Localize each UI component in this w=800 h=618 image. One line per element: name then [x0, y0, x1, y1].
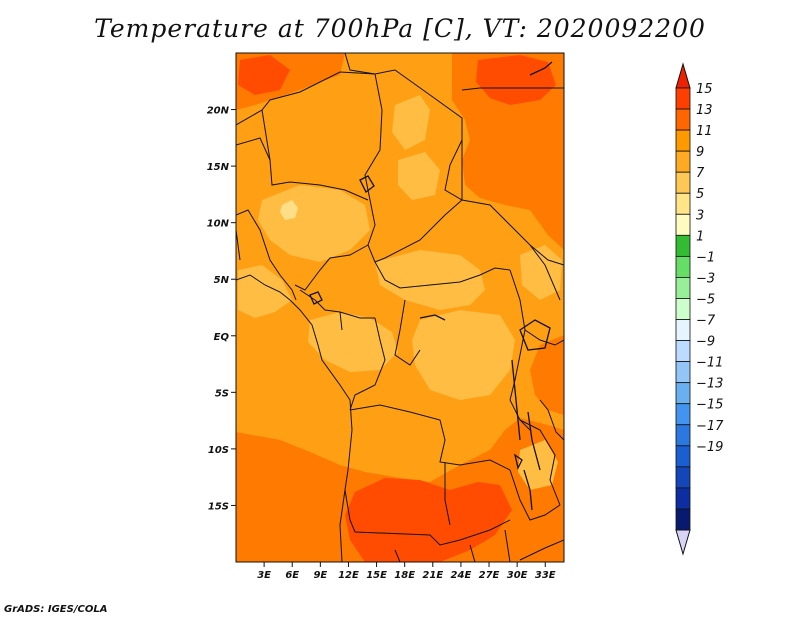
colorbar-label: −17 [696, 419, 724, 434]
colorbar-swatch [675, 403, 691, 426]
colorbar-label: 1 [696, 229, 704, 244]
colorbar-swatch [675, 508, 691, 531]
colorbar-label: −3 [696, 271, 715, 286]
lon-tick-label: 3E [257, 570, 271, 581]
map-title: Temperature at 700hPa [C], VT: 202009220… [94, 14, 706, 43]
colorbar-swatch [675, 192, 691, 215]
colorbar-label: 5 [696, 187, 704, 202]
colorbar-swatch [675, 466, 691, 489]
lat-tick-label: EQ [214, 332, 230, 343]
cool-zone-chad [398, 152, 440, 200]
lon-tick-label: 33E [535, 570, 556, 581]
lat-tick-label: 5S [215, 388, 229, 399]
coolest-zone-jos-plateau [280, 200, 298, 220]
lakes [309, 61, 553, 511]
lon-tick-label: 9E [313, 570, 327, 581]
colorbar-swatch [675, 213, 691, 236]
colorbar-swatch [675, 129, 691, 152]
colorbar: 15 13 11 9 7 5 3 1 −1 −3 −5 −7 −9 −11 −13 −15 −17 −19 [675, 62, 724, 556]
colorbar-label: 15 [696, 82, 713, 97]
lon-tick-label: 6E [285, 570, 299, 581]
colorbar-swatch [675, 298, 691, 320]
colorbar-label: 9 [696, 145, 704, 160]
colorbar-label: −5 [696, 292, 715, 307]
colorbar-label: 3 [696, 208, 704, 223]
colorbar-label: 7 [696, 166, 705, 181]
lon-tick-label: 12E [338, 570, 359, 581]
colorbar-label: −13 [696, 377, 723, 392]
country-borders [236, 53, 564, 562]
colorbar-swatch [675, 340, 691, 363]
colorbar-swatch [675, 445, 691, 468]
lat-tick-label: 10S [208, 445, 229, 456]
colorbar-label: −7 [696, 314, 716, 329]
cool-zone-gabon [308, 312, 398, 372]
latitude-axis: 20N 15N 10N 5N EQ 5S 10S 15S [207, 106, 236, 512]
lat-tick-label: 15S [208, 501, 229, 512]
colorbar-swatch [675, 487, 691, 510]
colorbar-label: 13 [696, 103, 713, 118]
hot-zone-southern-angola [345, 478, 512, 562]
colorbar-swatch [675, 171, 691, 194]
colorbar-label: 11 [696, 124, 713, 139]
colorbar-swatch [675, 361, 691, 384]
cool-zone-west-coast [238, 265, 292, 318]
colorbar-swatch [675, 234, 691, 257]
cool-zone-central-africa [375, 250, 485, 310]
cool-zone-sudan [392, 95, 430, 150]
colorbar-label: −19 [696, 440, 723, 455]
lat-tick-label: 15N [207, 162, 230, 173]
lat-tick-label: 20N [207, 106, 230, 117]
colorbar-swatch [675, 277, 691, 299]
lon-tick-label: 30E [507, 570, 528, 581]
temperature-field [236, 53, 564, 562]
lat-tick-label: 5N [214, 275, 230, 286]
map-frame [235, 52, 565, 563]
lon-tick-label: 21E [422, 570, 443, 581]
colorbar-label: −1 [696, 250, 715, 265]
colorbar-swatch [675, 319, 691, 341]
warm-zone-northeast [452, 53, 564, 250]
colorbar-swatch [675, 87, 691, 110]
hot-zone-northwest [238, 55, 290, 95]
colorbar-swatch [675, 150, 691, 173]
cool-zone-congo-basin [412, 310, 515, 400]
lon-tick-label: 15E [366, 570, 387, 581]
lon-tick-label: 18E [394, 570, 415, 581]
warm-zone-east-coast [530, 335, 564, 415]
colorbar-swatch [675, 255, 691, 278]
cool-zone-east-africa [520, 245, 562, 300]
colorbar-label: −15 [696, 398, 723, 413]
colorbar-label: −9 [696, 335, 715, 350]
hot-zone-northeast [476, 55, 556, 105]
colorbar-swatch [675, 424, 691, 447]
colorbar-bottom-arrow [675, 529, 691, 556]
colorbar-swatch [675, 382, 691, 405]
grads-credit: GrADS: IGES/COLA [4, 604, 108, 615]
lon-tick-label: 24E [451, 570, 472, 581]
colorbar-top-arrow [675, 62, 691, 89]
colorbar-label: −11 [696, 356, 723, 371]
longitude-axis: 3E 6E 9E 12E 15E 18E 21E 24E 27E 30E 33E [257, 562, 556, 581]
lat-tick-label: 10N [207, 219, 230, 230]
colorbar-swatch [675, 108, 691, 131]
lon-tick-label: 27E [479, 570, 500, 581]
